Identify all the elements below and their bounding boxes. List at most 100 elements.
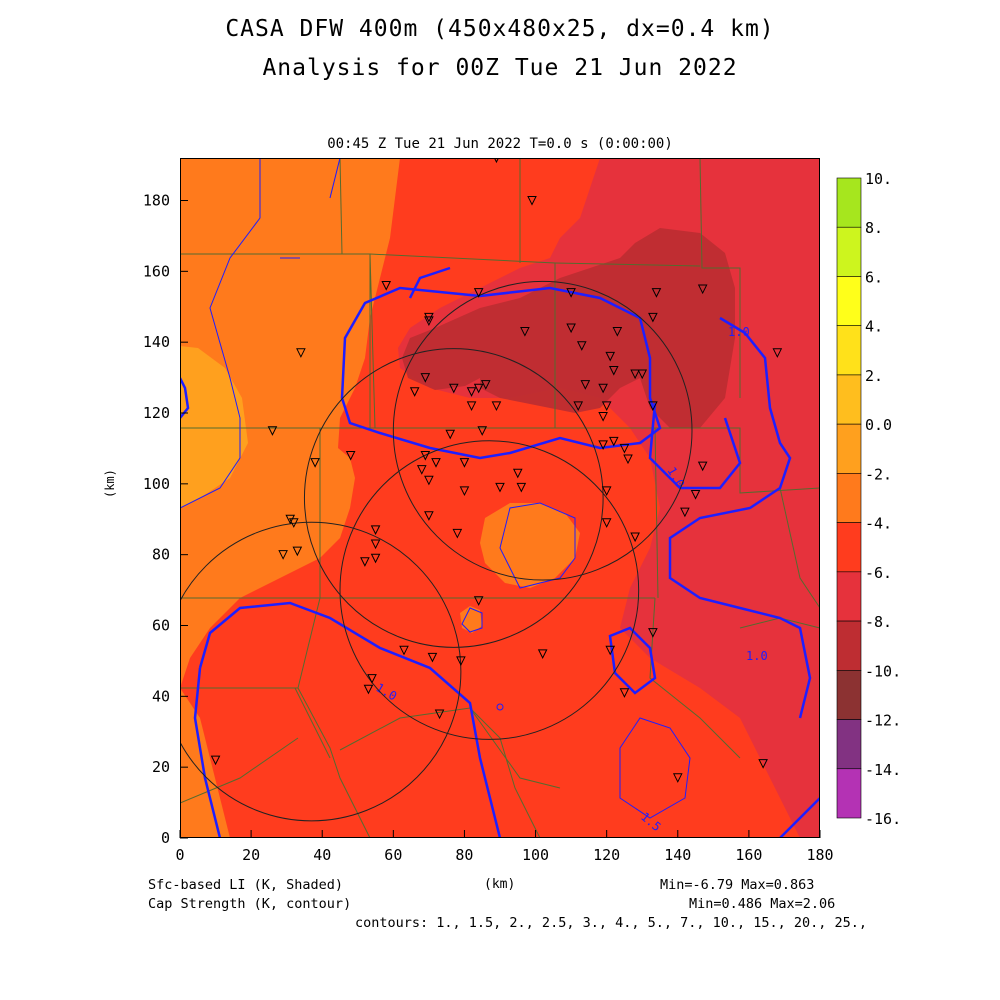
colorbar-bin xyxy=(836,374,862,425)
x-tick-label: 180 xyxy=(806,846,833,864)
colorbar-label: 10. xyxy=(865,170,892,188)
station-marker xyxy=(630,369,640,380)
colorbar-bin xyxy=(836,620,862,671)
station-marker xyxy=(409,387,420,397)
contour-field-label: Cap Strength (K, contour) xyxy=(148,896,352,912)
station-marker xyxy=(608,366,619,376)
station-marker xyxy=(267,426,278,436)
contour-label: 1.0 xyxy=(728,325,750,339)
x-tick-label: 20 xyxy=(242,846,260,864)
station-marker xyxy=(310,458,320,468)
station-marker xyxy=(612,327,623,337)
station-marker xyxy=(459,486,470,497)
station-marker xyxy=(296,348,306,358)
y-tick-label: 100 xyxy=(143,475,170,493)
colorbar-bin xyxy=(836,719,862,770)
station-marker xyxy=(598,412,608,422)
station-marker xyxy=(292,546,303,557)
contour-label: 1.0 xyxy=(746,649,768,663)
station-marker xyxy=(473,288,484,298)
station-marker xyxy=(512,468,523,479)
station-marker xyxy=(648,401,658,412)
station-marker xyxy=(427,652,438,663)
station-marker xyxy=(573,401,584,412)
station-marker xyxy=(495,482,505,493)
station-marker xyxy=(381,281,392,291)
cap-strength-contours-thin xyxy=(180,158,691,819)
shaded-field-label: Sfc-based LI (K, Shaded) xyxy=(148,877,344,893)
radar-range-ring xyxy=(180,521,462,822)
colorbar-bin xyxy=(836,473,862,523)
y-axis-label: (km) xyxy=(103,469,117,498)
y-tick-label: 120 xyxy=(143,404,170,422)
station-marker xyxy=(367,674,377,684)
figure-subtitle: Analysis for 00Z Tue 21 Jun 2022 xyxy=(262,55,738,81)
station-marker xyxy=(580,380,591,390)
station-marker xyxy=(473,596,484,606)
station-marker xyxy=(399,645,409,656)
station-marker xyxy=(619,443,630,454)
colorbar: 10. 8. 6. 4. 2. 0.0 -2. -4. -6. -8. -10. -12. -14. -1… xyxy=(836,170,901,828)
shade-sw-orange xyxy=(180,688,230,838)
colorbar-label: 4. xyxy=(865,318,883,336)
station-marker xyxy=(527,196,537,206)
station-marker xyxy=(601,486,612,497)
station-marker xyxy=(459,458,470,468)
station-marker xyxy=(480,380,491,390)
x-tick-label: 80 xyxy=(455,846,473,864)
county-boundaries xyxy=(180,158,820,838)
li-analysis-map: 1.0 1.0 1.0 1.0 1.5 xyxy=(180,158,820,838)
y-tick-label: 80 xyxy=(152,546,170,564)
colorbar-label: 6. xyxy=(865,268,883,286)
station-marker xyxy=(648,312,658,323)
valid-time-label: 00:45 Z Tue 21 Jun 2022 T=0.0 s (0:00:00… xyxy=(327,136,673,152)
y-tick-label: 20 xyxy=(152,758,170,776)
station-marker xyxy=(637,369,648,380)
station-marker xyxy=(288,518,299,528)
station-marker xyxy=(520,327,530,337)
colorbar-label: 0.0 xyxy=(865,416,892,434)
colorbar-label: 2. xyxy=(865,367,883,385)
station-marker xyxy=(516,482,527,493)
colorbar-label: -8. xyxy=(865,613,892,631)
station-marker xyxy=(345,451,356,461)
shade-0-2 xyxy=(180,346,248,508)
station-marker xyxy=(672,773,683,783)
colorbar-bin xyxy=(836,276,862,326)
contour-levels: contours: 1., 1.5, 2., 2.5, 3., 4., 5., … xyxy=(355,915,868,931)
station-marker xyxy=(576,341,587,351)
y-tick-label: 160 xyxy=(143,262,170,280)
x-tick-label: 100 xyxy=(522,846,549,864)
station-marker xyxy=(605,645,616,656)
station-marker xyxy=(370,553,381,564)
radar-range-rings xyxy=(180,280,693,822)
station-marker xyxy=(630,532,640,543)
colorbar-bin xyxy=(836,325,862,376)
x-axis-label: (km) xyxy=(484,877,516,892)
station-marker xyxy=(605,351,616,362)
contour-minmax: Min=0.486 Max=2.06 xyxy=(689,896,836,912)
colorbar-bin xyxy=(836,423,862,474)
station-marker xyxy=(278,550,288,560)
station-marker xyxy=(758,759,768,769)
station-marker xyxy=(370,539,381,550)
station-marker xyxy=(608,436,619,447)
colorbar-label: -14. xyxy=(865,761,901,779)
colorbar-label: -4. xyxy=(865,515,892,533)
station-marker xyxy=(466,401,477,412)
station-marker xyxy=(623,454,633,465)
station-marker xyxy=(431,458,441,468)
colorbar-bin xyxy=(836,571,862,622)
station-marker xyxy=(477,426,488,436)
station-marker xyxy=(424,316,434,327)
colorbar-bin xyxy=(836,522,862,573)
station-marker xyxy=(690,489,701,500)
colorbar-label: 8. xyxy=(865,219,883,237)
colorbar-label: -2. xyxy=(865,465,892,483)
station-marker xyxy=(772,348,783,358)
station-marker xyxy=(360,557,370,567)
y-tick-label: 180 xyxy=(143,192,170,210)
y-tick-label: 0 xyxy=(161,829,170,847)
colorbar-label: -6. xyxy=(865,564,892,582)
plot-frame xyxy=(180,158,820,838)
